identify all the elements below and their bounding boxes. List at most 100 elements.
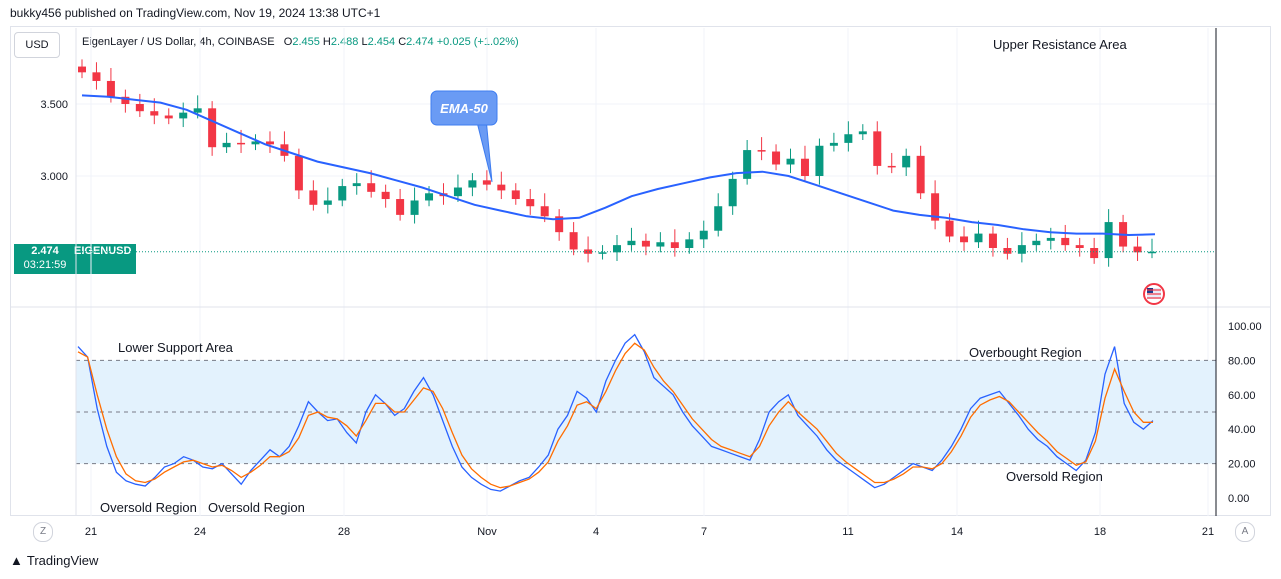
candle [179,102,188,128]
currency-button[interactable]: USD [14,32,60,58]
candle [627,227,636,251]
candle-body [584,249,593,254]
tradingview-logo-icon: ▲ [10,553,23,568]
last-price-tag: 2.474 03:21:59 EIGENUSD [14,244,136,274]
candle [338,178,347,207]
candle-body [526,199,535,207]
candle [251,134,260,151]
rsi-line [77,333,1154,492]
candle [410,187,419,224]
candle [960,226,969,251]
candle [1017,232,1026,263]
candle-body [1075,245,1084,248]
rsi-tick-label: 60.00 [1228,390,1256,402]
candle-body [1061,237,1070,246]
overbought-region-label: Overbought Region [969,345,1082,360]
a-button[interactable]: A [1235,522,1255,542]
price-tick-label: 3.500 [40,99,68,111]
oversold-region-label: Oversold Region [1006,469,1103,484]
candle [844,121,853,152]
candle-body [78,66,86,73]
candle [757,137,766,161]
price-tag-symbol: EIGENUSD [74,245,132,257]
candle [714,193,723,237]
rsi-tick-label: 80.00 [1228,355,1256,367]
candle-body [772,151,781,165]
candle [453,174,462,202]
candle-body [338,186,347,201]
candle-body [193,108,202,113]
candle-body [208,108,217,148]
candle [1148,238,1156,259]
candle-body [786,158,795,165]
candle-body [497,184,506,191]
ema-50-line [81,94,1156,237]
candle-body [251,141,260,145]
candle-body [1003,248,1012,254]
footer-brand: ▲ TradingView [10,553,98,568]
candle-body [902,155,911,168]
candle-body [815,145,824,176]
candle [265,131,274,153]
candle-body [1090,248,1099,259]
x-tick-label: 28 [338,526,350,538]
x-tick-label: 24 [194,526,206,538]
candle [468,173,477,197]
candle [988,226,997,257]
x-tick-label: Nov [477,526,497,538]
ema-callout-pointer [475,117,493,183]
z-button[interactable]: Z [33,522,53,542]
candle [858,124,867,140]
candle [367,170,376,198]
candle-body [1133,246,1142,253]
candle [482,170,491,191]
x-tick-label: 7 [701,526,707,538]
candle-body [381,191,390,200]
candle-body [222,142,231,148]
publisher-line: bukky456 published on TradingView.com, N… [10,6,381,20]
rsi-tick-label: 40.00 [1228,424,1256,436]
candle-body [237,142,246,145]
candle-body [714,206,723,231]
candle [800,145,809,182]
candle [815,138,824,185]
candle-body [613,245,621,253]
candle-body [150,111,159,116]
candle-body [309,190,318,205]
x-tick-label: 14 [951,526,963,538]
candle [1075,237,1084,257]
oversold-region-label: Oversold Region [208,500,305,515]
x-tick-label: 21 [1202,526,1214,538]
candle [699,220,708,248]
oversold-region-label: Oversold Region [100,500,197,515]
candle-body [743,150,752,179]
candle [873,121,882,175]
candle [1090,237,1099,264]
candle [526,188,535,215]
candle-body [873,131,882,166]
candle [208,101,217,156]
candle-body [945,220,954,237]
candle-body [511,190,520,200]
candle [656,232,665,253]
candle-body [179,112,188,119]
candle [772,144,781,171]
candle-body [699,230,708,240]
x-tick-label: 18 [1094,526,1106,538]
candle-body [1148,251,1156,254]
candle [974,220,983,248]
ema-callout-label: EMA-50 [440,101,488,116]
candle [1104,209,1113,267]
bar-countdown: 03:21:59 [23,259,67,271]
candle [1133,236,1142,261]
candle-body [728,178,737,207]
candle-body [482,180,491,185]
candle-body [829,142,838,146]
candle-body [1104,222,1113,259]
candle [294,148,303,200]
close-value: 2.474 [406,36,434,48]
candle-body [685,239,694,248]
candle-body [555,216,564,233]
candle [164,108,173,125]
